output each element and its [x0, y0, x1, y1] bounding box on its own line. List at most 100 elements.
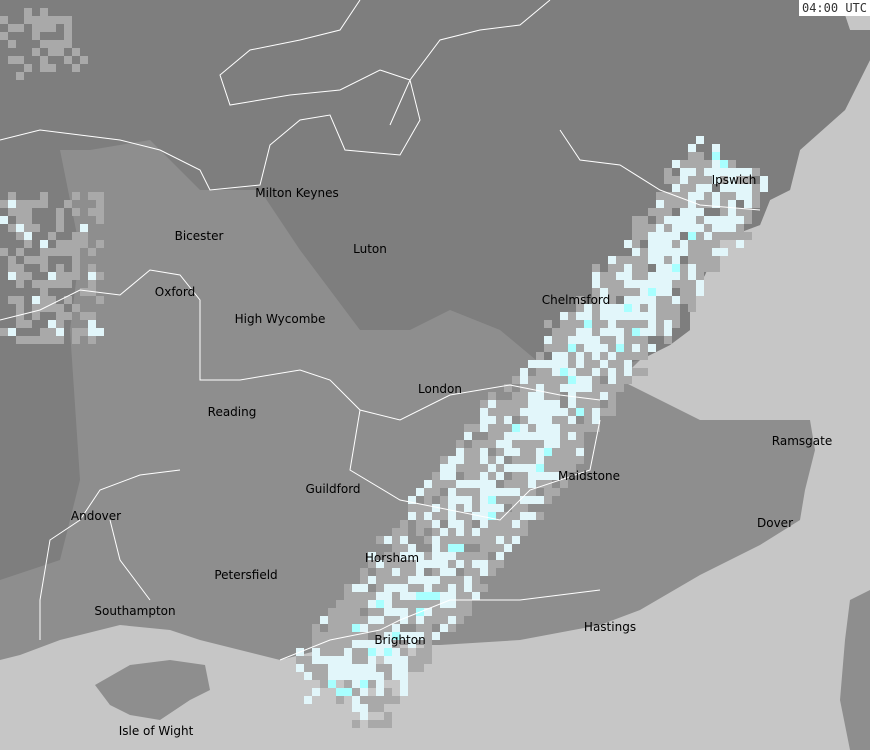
- rain-cell: [384, 712, 392, 720]
- rain-cell: [16, 72, 24, 80]
- rain-cell: [608, 368, 616, 376]
- rain-cell: [744, 232, 752, 240]
- rain-cell: [528, 416, 536, 424]
- rain-cell: [424, 640, 432, 648]
- rain-cell: [624, 256, 632, 264]
- rain-cell: [408, 600, 416, 608]
- rain-cell: [664, 312, 672, 320]
- rain-cell: [624, 312, 632, 320]
- rain-cell: [632, 272, 640, 280]
- rain-cell: [576, 352, 584, 360]
- city-label: Milton Keynes: [255, 186, 339, 200]
- rain-cell: [80, 56, 88, 64]
- rain-cell: [688, 224, 696, 232]
- rain-cell: [640, 312, 648, 320]
- rain-cell: [48, 48, 56, 56]
- rain-cell: [488, 472, 496, 480]
- rain-cell: [640, 344, 648, 352]
- rain-cell: [96, 208, 104, 216]
- rain-cell: [496, 416, 504, 424]
- rain-cell: [544, 392, 552, 400]
- rain-cell: [544, 440, 552, 448]
- rain-cell: [760, 176, 768, 184]
- rain-cell: [448, 488, 456, 496]
- rain-cell: [392, 584, 400, 592]
- rain-cell: [296, 664, 304, 672]
- rain-cell: [520, 432, 528, 440]
- rain-cell: [16, 200, 24, 208]
- rain-cell: [72, 248, 80, 256]
- rain-cell: [56, 240, 64, 248]
- rain-cell: [536, 424, 544, 432]
- rain-cell: [472, 536, 480, 544]
- rain-cell: [464, 432, 472, 440]
- rain-cell: [720, 160, 728, 168]
- rain-cell: [696, 288, 704, 296]
- rain-cell: [304, 672, 312, 680]
- rain-cell: [624, 352, 632, 360]
- rain-cell: [64, 32, 72, 40]
- rain-cell: [432, 528, 440, 536]
- rain-cell: [568, 440, 576, 448]
- rain-cell: [520, 480, 528, 488]
- rain-cell: [448, 568, 456, 576]
- rain-cell: [424, 632, 432, 640]
- rain-cell: [584, 328, 592, 336]
- rain-cell: [40, 336, 48, 344]
- rain-cell: [368, 648, 376, 656]
- rain-cell: [560, 320, 568, 328]
- rain-cell: [392, 576, 400, 584]
- rain-cell: [600, 368, 608, 376]
- rain-cell: [480, 440, 488, 448]
- rain-cell: [480, 456, 488, 464]
- rain-cell: [88, 264, 96, 272]
- rain-cell: [488, 568, 496, 576]
- rain-cell: [528, 464, 536, 472]
- rain-cell: [448, 616, 456, 624]
- rain-cell: [584, 360, 592, 368]
- rain-cell: [456, 608, 464, 616]
- rain-cell: [552, 400, 560, 408]
- rain-cell: [640, 336, 648, 344]
- rain-cell: [680, 224, 688, 232]
- rain-cell: [696, 240, 704, 248]
- rain-cell: [416, 568, 424, 576]
- rain-cell: [512, 528, 520, 536]
- rain-cell: [464, 536, 472, 544]
- rain-cell: [704, 160, 712, 168]
- rain-cell: [424, 488, 432, 496]
- rain-cell: [488, 440, 496, 448]
- rain-cell: [736, 192, 744, 200]
- rain-cell: [320, 616, 328, 624]
- rain-cell: [472, 440, 480, 448]
- rain-cell: [88, 336, 96, 344]
- rain-cell: [416, 576, 424, 584]
- rain-cell: [696, 272, 704, 280]
- rain-cell: [408, 656, 416, 664]
- rain-cell: [560, 368, 568, 376]
- rain-cell: [520, 520, 528, 528]
- rain-cell: [568, 464, 576, 472]
- rain-cell: [632, 336, 640, 344]
- rain-cell: [448, 512, 456, 520]
- rain-cell: [552, 344, 560, 352]
- rain-cell: [712, 176, 720, 184]
- rain-cell: [416, 624, 424, 632]
- rain-cell: [480, 568, 488, 576]
- rain-cell: [544, 472, 552, 480]
- rain-cell: [56, 320, 64, 328]
- rain-cell: [328, 648, 336, 656]
- rain-cell: [512, 496, 520, 504]
- rain-cell: [432, 472, 440, 480]
- rain-cell: [384, 688, 392, 696]
- rain-cell: [408, 544, 416, 552]
- rain-cell: [72, 256, 80, 264]
- rain-cell: [72, 272, 80, 280]
- rain-cell: [408, 568, 416, 576]
- rain-cell: [656, 288, 664, 296]
- rain-cell: [536, 432, 544, 440]
- rain-cell: [544, 360, 552, 368]
- city-label: London: [418, 382, 462, 396]
- rain-cell: [16, 280, 24, 288]
- rain-cell: [688, 264, 696, 272]
